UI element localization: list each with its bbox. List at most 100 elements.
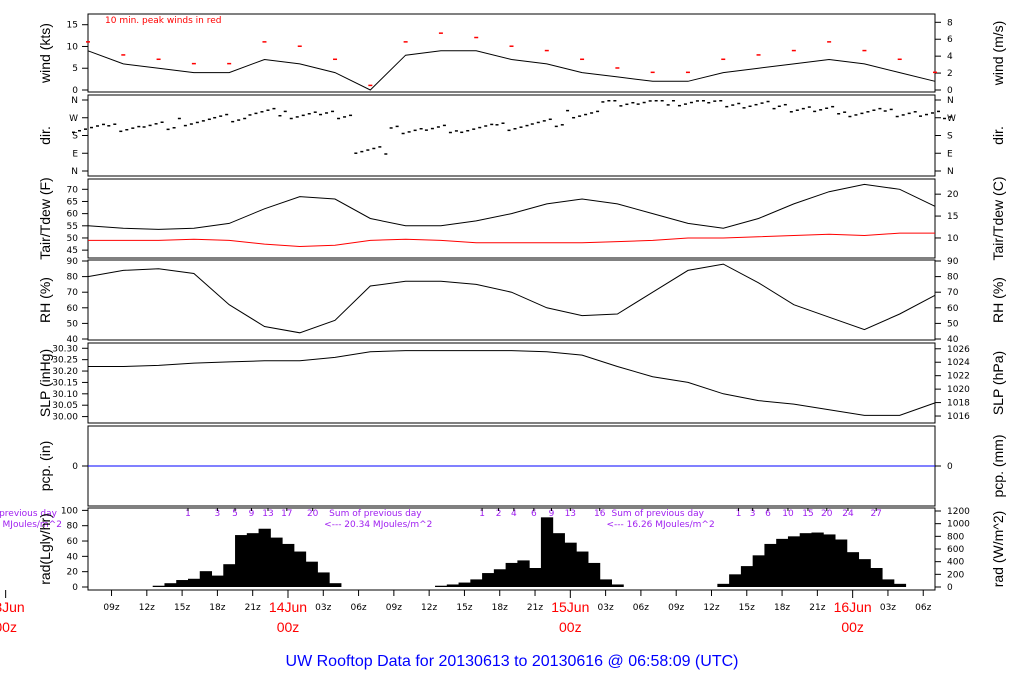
temp-f-tick-label: 70 xyxy=(67,185,79,195)
rad-wm2-tick-label: 800 xyxy=(947,532,964,542)
radiation-bar xyxy=(446,584,460,587)
dir-point xyxy=(313,111,317,113)
dir-point xyxy=(530,123,534,125)
wind-speed-line xyxy=(87,50,936,91)
peak-wind-point xyxy=(333,58,338,61)
dir-point xyxy=(901,114,905,116)
peak-wind-point xyxy=(121,54,126,56)
dir-point xyxy=(72,131,75,134)
rad-hour-count: 3 xyxy=(215,509,221,519)
temp-c-tick-label: 20 xyxy=(947,190,959,200)
radiation-bar xyxy=(752,555,765,587)
dir-point xyxy=(554,125,558,128)
radiation-bar xyxy=(858,559,871,587)
dir-point xyxy=(349,114,353,117)
rad-lgly-tick-label: 40 xyxy=(67,552,79,562)
slp-hpa-tick-label: 1016 xyxy=(947,412,970,422)
dir-point xyxy=(572,116,576,119)
dir-point xyxy=(666,104,670,106)
x-tick-label: 03z xyxy=(880,603,896,613)
dir-point xyxy=(183,124,187,127)
rad-hour-count: 16 xyxy=(594,509,606,519)
temp-c-tick-label: 10 xyxy=(947,234,959,244)
dir-point xyxy=(619,105,623,107)
day-label: 16Jun xyxy=(834,599,872,615)
slp-inhg-tick-label: 30.10 xyxy=(52,390,78,400)
dir-point xyxy=(819,109,823,111)
dir-point xyxy=(748,105,752,108)
pcp-ylabel-left: pcp. (in) xyxy=(37,441,53,492)
radiation-bar xyxy=(776,538,789,587)
peak-wind-point xyxy=(650,71,655,74)
dir-point xyxy=(631,101,635,104)
radiation-bar xyxy=(835,539,848,587)
dir-point xyxy=(325,112,329,114)
dir-point xyxy=(642,101,646,104)
radiation-bar xyxy=(317,572,330,587)
dir-left-tick-label: S xyxy=(72,132,78,142)
rad-sum-label: Sum of previous day xyxy=(611,509,704,519)
dir-point xyxy=(542,120,546,122)
dir-point xyxy=(731,104,735,106)
slp-hpa-tick-label: 1026 xyxy=(947,345,970,355)
rad-hour-count: 20 xyxy=(821,509,833,519)
peak-wind-point xyxy=(827,41,832,43)
radiation-bar xyxy=(505,562,518,587)
dir-point xyxy=(795,109,799,111)
dir-point xyxy=(177,117,181,120)
dir-point xyxy=(925,113,928,116)
peak-wind-point xyxy=(368,84,373,87)
dir-point xyxy=(301,114,305,117)
rad-ylabel-right: rad (W/m^2) xyxy=(990,511,1006,588)
dir-point xyxy=(860,112,864,115)
rh-line xyxy=(87,263,936,334)
radiation-bar xyxy=(493,569,507,587)
dir-point xyxy=(478,126,482,129)
radiation-bar xyxy=(246,533,260,587)
dir-point xyxy=(689,101,693,104)
rad-hour-count: 13 xyxy=(565,509,576,519)
chart-title: UW Rooftop Data for 20130613 to 20130616… xyxy=(286,653,739,670)
radiation-bar xyxy=(152,585,165,587)
dir-point xyxy=(430,127,434,130)
x-tick-label: 12z xyxy=(421,603,437,613)
peak-wind-point xyxy=(897,58,902,61)
dir-point xyxy=(548,118,552,121)
rad-ylabel-left: rad(Lgly/hr) xyxy=(37,513,53,585)
dir-point xyxy=(407,131,411,133)
temp-f-tick-label: 45 xyxy=(67,246,78,256)
dir-point xyxy=(266,109,270,111)
dir-point xyxy=(331,110,335,113)
dir-point xyxy=(825,107,829,109)
peak-wind-point xyxy=(862,49,867,52)
peak-wind-point xyxy=(191,62,196,65)
dir-point xyxy=(125,128,129,131)
dir-left-tick-label: W xyxy=(69,114,78,124)
radiation-bar xyxy=(458,582,471,587)
dir-point xyxy=(725,105,729,108)
rh-left-tick-label: 70 xyxy=(67,288,79,298)
day-label: 13Jun xyxy=(0,599,25,615)
slp-inhg-tick-label: 30.30 xyxy=(52,344,78,354)
rad-hour-count: 9 xyxy=(549,509,555,519)
peak-wind-point xyxy=(685,71,690,74)
dir-point xyxy=(584,113,588,116)
dir-ylabel-right: dir. xyxy=(990,126,1006,145)
x-tick-label: 09z xyxy=(668,603,684,613)
dir-point xyxy=(883,110,887,112)
x-tick-label: 21z xyxy=(527,603,543,613)
wind-kts-tick-label: 10 xyxy=(67,42,79,52)
dir-point xyxy=(519,126,523,128)
dir-point xyxy=(813,110,817,113)
radiation-bar xyxy=(870,568,883,587)
rh-right-tick-label: 80 xyxy=(947,273,959,283)
dir-point xyxy=(372,147,376,150)
radiation-bar xyxy=(258,528,271,587)
dir-point xyxy=(889,108,893,111)
dir-point xyxy=(472,128,476,130)
dir-point xyxy=(707,101,711,104)
dir-point xyxy=(260,111,264,113)
rh-right-tick-label: 70 xyxy=(947,288,959,298)
dir-point xyxy=(442,124,446,127)
